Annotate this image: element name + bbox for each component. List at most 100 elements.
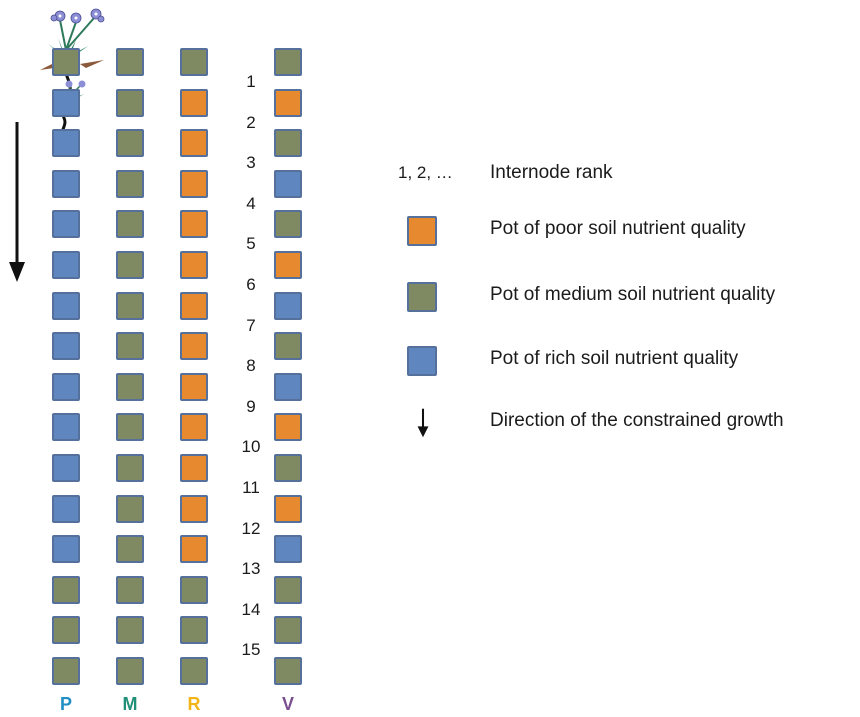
legend-arrow-text: Direction of the constrained growth — [490, 410, 784, 431]
down-arrow-icon — [9, 122, 25, 282]
pot-v-10 — [274, 413, 302, 442]
rank-label-15: 15 — [241, 640, 261, 660]
pot-v-16 — [274, 657, 302, 685]
rich-pot-swatch — [407, 346, 437, 376]
pot-p-3 — [52, 129, 80, 158]
pot-m-7 — [116, 291, 144, 320]
pot-m-2 — [116, 88, 144, 117]
rank-label-9: 9 — [246, 396, 256, 416]
rank-label-7: 7 — [246, 315, 256, 335]
legend-rich-text: Pot of rich soil nutrient quality — [490, 348, 739, 369]
column-label-p: P — [59, 694, 72, 714]
pot-v-14 — [274, 575, 302, 604]
pot-m-5 — [116, 210, 144, 239]
rank-label-3: 3 — [246, 153, 256, 173]
legend-arrow: Direction of the constrained growth — [398, 406, 860, 440]
pot-p-6 — [52, 251, 80, 279]
pot-v-13 — [274, 535, 302, 564]
rank-label-4: 4 — [246, 193, 256, 213]
legend-poor: Pot of poor soil nutrient quality — [398, 214, 860, 248]
pot-r-13 — [180, 535, 208, 564]
pot-p-8 — [52, 332, 80, 361]
pot-p-4 — [52, 169, 80, 198]
pot-p-13 — [52, 535, 80, 564]
pot-r-11 — [180, 454, 208, 482]
rank-label-1: 1 — [246, 72, 256, 91]
rank-label-2: 2 — [246, 112, 256, 132]
legend-medium-text: Pot of medium soil nutrient quality — [490, 284, 776, 305]
pot-m-6 — [116, 251, 144, 279]
legend-medium: Pot of medium soil nutrient quality — [398, 280, 860, 314]
legend-rank-symbol: 1, 2, … — [398, 163, 453, 182]
rank-label-10: 10 — [241, 437, 261, 457]
rank-label-12: 12 — [241, 518, 261, 538]
pot-p-12 — [52, 494, 80, 523]
pot-v-15 — [274, 616, 302, 645]
rank-label-8: 8 — [246, 356, 256, 376]
legend-poor-text: Pot of poor soil nutrient quality — [490, 218, 746, 239]
legend-rank-text: Internode rank — [490, 162, 613, 183]
pot-r-8 — [180, 332, 208, 361]
legend-rich: Pot of rich soil nutrient quality — [398, 344, 860, 378]
rank-label-5: 5 — [246, 234, 256, 254]
pot-v-6 — [274, 251, 302, 279]
pot-m-14 — [116, 575, 144, 604]
legend-rank: 1, 2, … Internode rank — [398, 158, 860, 192]
pot-r-14 — [180, 575, 208, 604]
pot-v-8 — [274, 332, 302, 361]
pot-v-5 — [274, 210, 302, 239]
rank-label-13: 13 — [241, 559, 261, 579]
pot-r-12 — [180, 494, 208, 523]
medium-pot-swatch — [407, 282, 437, 312]
pot-m-16 — [116, 657, 144, 685]
pot-v-1 — [274, 48, 302, 76]
pot-p-11 — [52, 454, 80, 482]
pot-v-2 — [274, 88, 302, 117]
pot-p-7 — [52, 291, 80, 320]
pot-p-1 — [52, 48, 80, 76]
pot-v-9 — [274, 372, 302, 401]
pot-m-3 — [116, 129, 144, 158]
pot-m-10 — [116, 413, 144, 442]
pot-r-15 — [180, 616, 208, 645]
pot-v-3 — [274, 129, 302, 158]
pot-p-9 — [52, 372, 80, 401]
pot-r-16 — [180, 657, 208, 685]
column-label-m: M — [122, 694, 138, 714]
pot-p-16 — [52, 657, 80, 685]
pot-p-5 — [52, 210, 80, 239]
pot-p-14 — [52, 575, 80, 604]
pot-p-2 — [52, 88, 80, 117]
pot-m-8 — [116, 332, 144, 361]
pot-r-3 — [180, 129, 208, 158]
rank-label-11: 11 — [242, 478, 260, 497]
pot-m-13 — [116, 535, 144, 564]
pot-r-6 — [180, 251, 208, 279]
pot-m-4 — [116, 169, 144, 198]
pot-p-10 — [52, 413, 80, 442]
column-label-v: V — [281, 694, 294, 714]
pot-r-5 — [180, 210, 208, 239]
pot-v-12 — [274, 494, 302, 523]
pot-r-4 — [180, 169, 208, 198]
pot-m-11 — [116, 454, 144, 482]
rank-label-6: 6 — [246, 275, 256, 294]
pot-r-1 — [180, 48, 208, 76]
rank-label-14: 14 — [241, 599, 261, 619]
down-arrow-icon — [417, 408, 429, 438]
pot-v-7 — [274, 291, 302, 320]
column-label-r: R — [187, 694, 201, 714]
pot-p-15 — [52, 616, 80, 645]
pot-m-1 — [116, 48, 144, 76]
pot-r-2 — [180, 88, 208, 117]
pot-r-10 — [180, 413, 208, 442]
pot-m-15 — [116, 616, 144, 645]
poor-pot-swatch — [407, 216, 437, 246]
pot-m-9 — [116, 372, 144, 401]
pot-m-12 — [116, 494, 144, 523]
pot-v-11 — [274, 454, 302, 482]
pot-v-4 — [274, 169, 302, 198]
pot-r-9 — [180, 372, 208, 401]
pot-r-7 — [180, 291, 208, 320]
